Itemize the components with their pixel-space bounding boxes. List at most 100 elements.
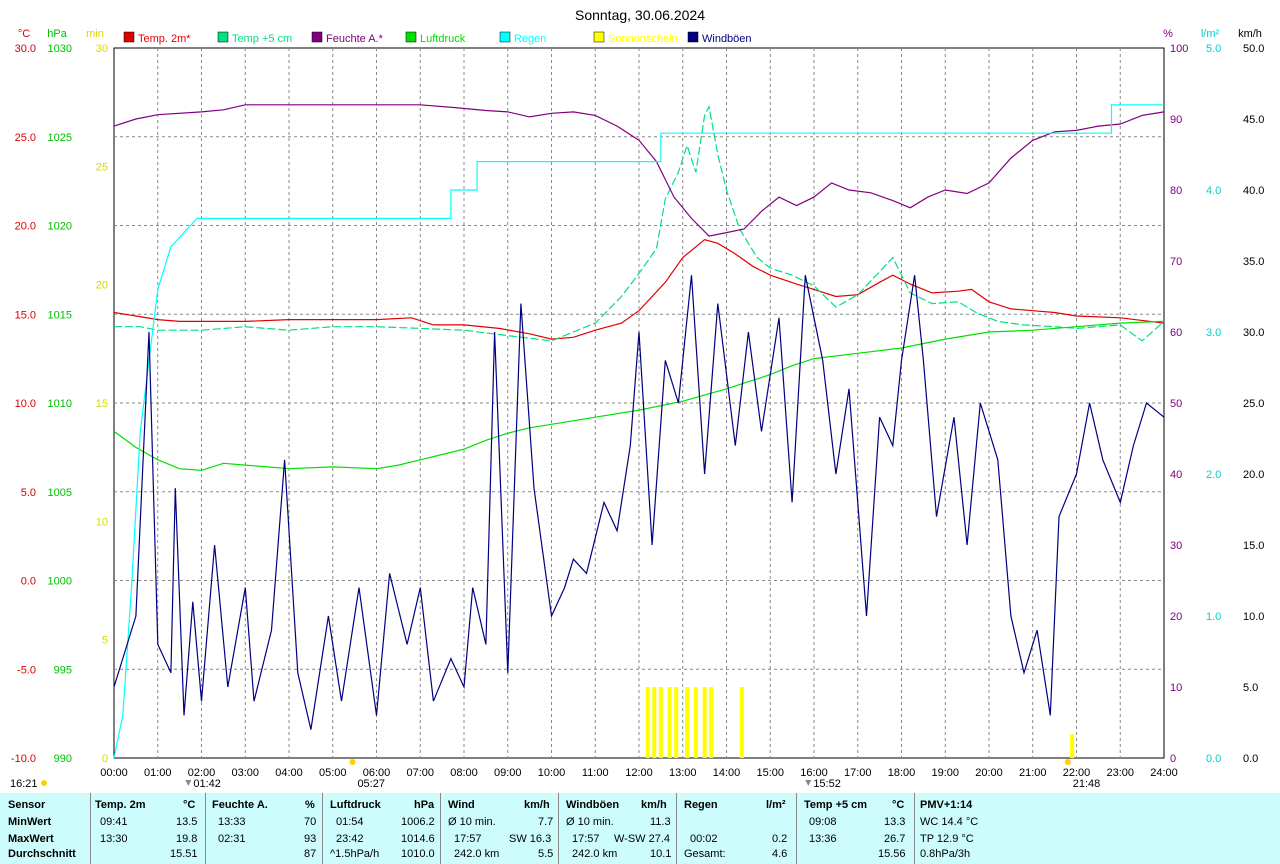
wind-axis-tick-label: 45.0 bbox=[1243, 114, 1264, 126]
sunshine-bar bbox=[685, 687, 690, 758]
pmv-pressure-trend: 0.8hPa/3h bbox=[920, 848, 971, 860]
minutes-axis-tick-label: 5 bbox=[102, 635, 108, 647]
x-axis-tick-label: 02:00 bbox=[188, 767, 216, 779]
pressure-min-time: 01:54 bbox=[336, 816, 364, 828]
stats-row-min-label: MinWert bbox=[8, 816, 52, 828]
x-axis-tick-label: 21:00 bbox=[1019, 767, 1047, 779]
gusts-header: Windböen bbox=[566, 799, 620, 811]
sunshine-bar bbox=[645, 687, 650, 758]
rain-axis-tick-label: 3.0 bbox=[1206, 327, 1221, 339]
pressure-axis-tick-label: 995 bbox=[54, 664, 72, 676]
minutes-axis-unit: min bbox=[86, 28, 104, 40]
gusts-avg10-val: 11.3 bbox=[650, 816, 671, 828]
rain-total-label: Gesamt: bbox=[684, 848, 726, 860]
sunshine-bar bbox=[693, 687, 698, 758]
rain-max-val: 0.2 bbox=[772, 833, 788, 845]
wind-unit: km/h bbox=[524, 799, 550, 811]
stats-sensor-header: Sensor bbox=[8, 799, 46, 811]
gusts-max-dir: W-SW 27.4 bbox=[614, 833, 671, 845]
legend-swatch bbox=[405, 31, 417, 43]
temp2m-max-val: 19.8 bbox=[176, 833, 198, 845]
pressure-axis-tick-label: 1005 bbox=[48, 487, 72, 499]
temp-axis-tick-label: 0.0 bbox=[21, 576, 36, 588]
humidity-axis-tick-label: 50 bbox=[1170, 398, 1182, 410]
x-axis-tick-label: 18:00 bbox=[888, 767, 916, 779]
sun-marker-icon bbox=[41, 780, 47, 786]
pressure-axis-tick-label: 1030 bbox=[48, 43, 72, 55]
humidity-axis-tick-label: 100 bbox=[1170, 43, 1188, 55]
wind-axis-tick-label: 0.0 bbox=[1243, 753, 1258, 765]
humidity-avg: 87 bbox=[304, 848, 317, 860]
wind-max-dir: SW 16.3 bbox=[509, 833, 552, 845]
wind-avg10-label: Ø 10 min. bbox=[448, 816, 496, 828]
series-line-temp-5-cm bbox=[114, 104, 1165, 342]
rain-axis-unit: l/m² bbox=[1201, 28, 1220, 40]
x-axis-tick-label: 12:00 bbox=[625, 767, 653, 779]
x-axis-tick-label: 24:00 bbox=[1150, 767, 1178, 779]
gusts-distance: 242.0 km bbox=[572, 848, 618, 860]
wind-axis-tick-label: 50.0 bbox=[1243, 43, 1264, 55]
x-axis-tick-label: 04:00 bbox=[275, 767, 303, 779]
temp2m-max-time: 13:30 bbox=[100, 833, 128, 845]
temp5cm-max-val: 26.7 bbox=[884, 833, 906, 845]
pressure-min-val: 1006.2 bbox=[401, 816, 435, 828]
temp5cm-header: Temp +5 cm bbox=[804, 799, 868, 811]
temp-axis-tick-label: 30.0 bbox=[15, 43, 36, 55]
arrow-marker-icon bbox=[805, 780, 812, 786]
pressure-axis-tick-label: 1000 bbox=[48, 576, 72, 588]
temp-axis-tick-label: 20.0 bbox=[15, 221, 36, 233]
legend-label: Regen bbox=[514, 33, 546, 45]
wind-axis-tick-label: 40.0 bbox=[1243, 185, 1264, 197]
wind-axis-tick-label: 25.0 bbox=[1243, 398, 1264, 410]
stats-col-wind: Wind km/h Ø 10 min. 7.7 17:57 SW 16.3 24… bbox=[440, 793, 558, 864]
sun-marker-icon bbox=[1064, 759, 1071, 765]
humidity-axis-tick-label: 70 bbox=[1170, 256, 1182, 268]
stats-col-sensor: Sensor MinWert MaxWert Durchschnitt bbox=[0, 793, 90, 864]
humidity-header: Feuchte A. bbox=[212, 799, 268, 811]
humidity-axis-tick-label: 0 bbox=[1170, 753, 1176, 765]
wind-axis-tick-label: 20.0 bbox=[1243, 469, 1264, 481]
temp-axis-unit: °C bbox=[18, 28, 30, 40]
rain-axis-tick-label: 0.0 bbox=[1206, 753, 1221, 765]
stats-col-temp5cm: Temp +5 cm °C 09:08 13.3 13:36 26.7 15.5… bbox=[796, 793, 914, 864]
wind-axis-unit: km/h bbox=[1238, 28, 1262, 40]
rain-unit: l/m² bbox=[766, 799, 786, 811]
gusts-avg10-label: Ø 10 min. bbox=[566, 816, 614, 828]
wind-axis-tick-label: 5.0 bbox=[1243, 682, 1258, 694]
x-axis-tick-label: 10:00 bbox=[538, 767, 566, 779]
pressure-axis-unit: hPa bbox=[47, 28, 67, 40]
stats-col-rain: Regen l/m² 00:02 0.2 Gesamt: 4.6 bbox=[676, 793, 796, 864]
temp2m-min-time: 09:41 bbox=[100, 816, 128, 828]
humidity-axis-unit: % bbox=[1163, 28, 1173, 40]
legend-label: Luftdruck bbox=[420, 33, 466, 45]
legend-label: Windböen bbox=[702, 33, 752, 45]
gusts-avg: 10.1 bbox=[650, 848, 672, 860]
x-axis-tick-label: 20:00 bbox=[975, 767, 1003, 779]
pressure-axis-tick-label: 1010 bbox=[48, 398, 72, 410]
rain-axis-tick-label: 1.0 bbox=[1206, 611, 1221, 623]
pmv-dewpoint: TP 12.9 °C bbox=[920, 833, 974, 845]
temp-axis-tick-label: -10.0 bbox=[11, 753, 36, 765]
humidity-axis-tick-label: 20 bbox=[1170, 611, 1182, 623]
marker-label: 21:48 bbox=[1073, 778, 1101, 790]
legend-swatch bbox=[311, 31, 323, 43]
stats-col-gusts: Windböen km/h Ø 10 min. 11.3 17:57 W-SW … bbox=[558, 793, 676, 864]
temp2m-min-val: 13.5 bbox=[176, 816, 198, 828]
arrow-marker-icon bbox=[185, 780, 192, 786]
marker-label: 15:52 bbox=[813, 778, 841, 790]
pressure-axis-tick-label: 990 bbox=[54, 753, 72, 765]
humidity-axis-tick-label: 30 bbox=[1170, 540, 1182, 552]
sunshine-bar bbox=[674, 687, 679, 758]
legend-label: Feuchte A.* bbox=[326, 33, 384, 45]
minutes-axis-tick-label: 20 bbox=[96, 280, 108, 292]
wind-header: Wind bbox=[448, 799, 475, 811]
legend-label: Temp. 2m* bbox=[138, 33, 191, 45]
x-axis-tick-label: 13:00 bbox=[669, 767, 697, 779]
temp5cm-min-time: 09:08 bbox=[809, 816, 837, 828]
x-axis-tick-label: 22:00 bbox=[1063, 767, 1091, 779]
x-axis-tick-label: 06:00 bbox=[363, 767, 391, 779]
gusts-unit: km/h bbox=[641, 799, 667, 811]
x-axis-tick-label: 00:00 bbox=[100, 767, 128, 779]
pmv-windchill: WC 14.4 °C bbox=[920, 816, 979, 828]
